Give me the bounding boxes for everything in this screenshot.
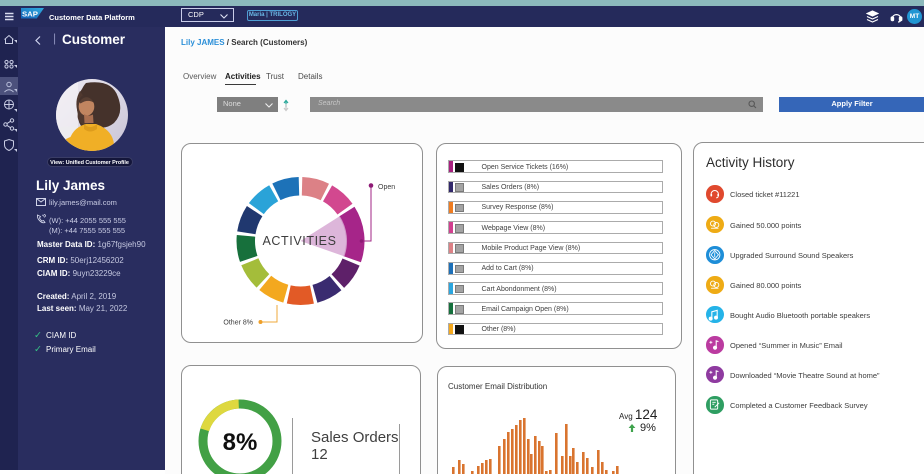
- svg-text:Open: Open: [378, 184, 395, 191]
- svg-text:SAP: SAP: [22, 9, 38, 18]
- svg-text:ACTIVITIES: ACTIVITIES: [262, 234, 336, 248]
- svg-text:Other 8%: Other 8%: [223, 320, 253, 327]
